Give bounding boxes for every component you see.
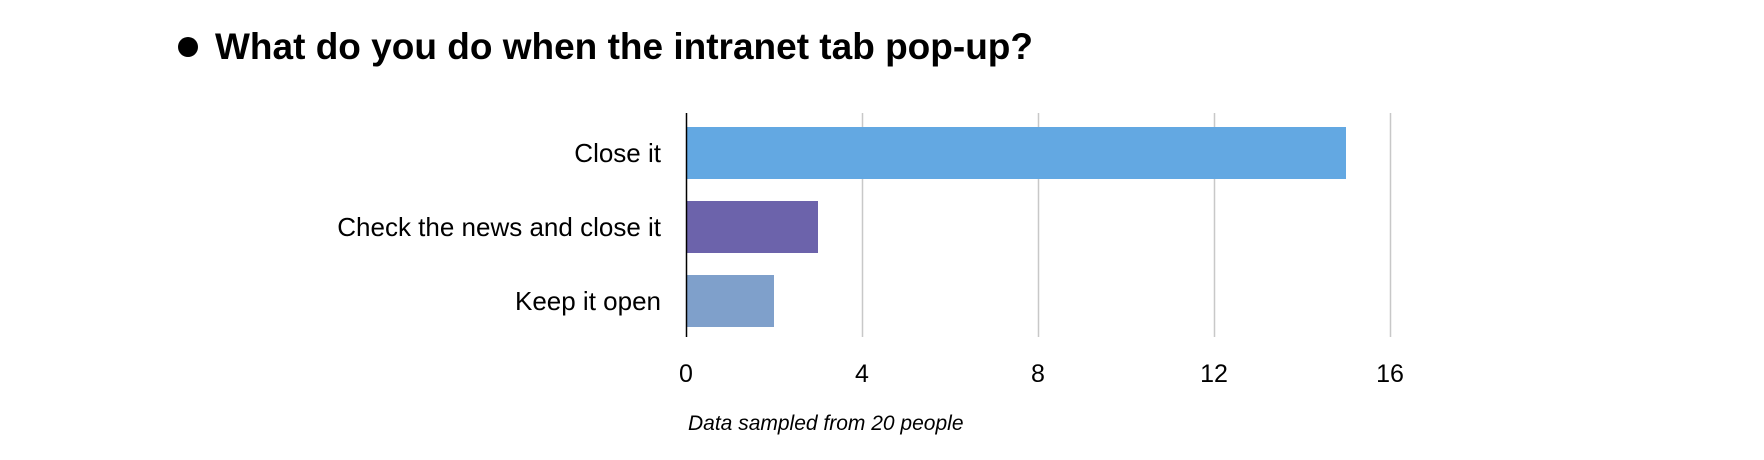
x-tick-labels: 0 4 8 12 16 (679, 360, 1404, 388)
bar-2 (686, 201, 818, 253)
x-tick-label-16: 16 (1376, 360, 1404, 388)
slide-title: What do you do when the intranet tab pop… (215, 26, 1034, 67)
bars (686, 127, 1346, 327)
category-label-2: Check the news and close it (337, 212, 662, 242)
bullet-icon (178, 37, 198, 57)
x-tick-label-12: 12 (1200, 360, 1228, 388)
x-tick-label-0: 0 (679, 360, 693, 388)
bar-1 (686, 127, 1346, 179)
x-tick-label-4: 4 (855, 360, 869, 388)
bar-3 (686, 275, 774, 327)
x-tick-label-8: 8 (1031, 360, 1045, 388)
category-label-3: Keep it open (515, 286, 661, 316)
slide-title-row: What do you do when the intranet tab pop… (178, 22, 1033, 72)
category-label-1: Close it (574, 138, 661, 168)
chart-note: Data sampled from 20 people (688, 412, 964, 435)
category-labels: Close it Check the news and close it Keep … (337, 138, 662, 316)
